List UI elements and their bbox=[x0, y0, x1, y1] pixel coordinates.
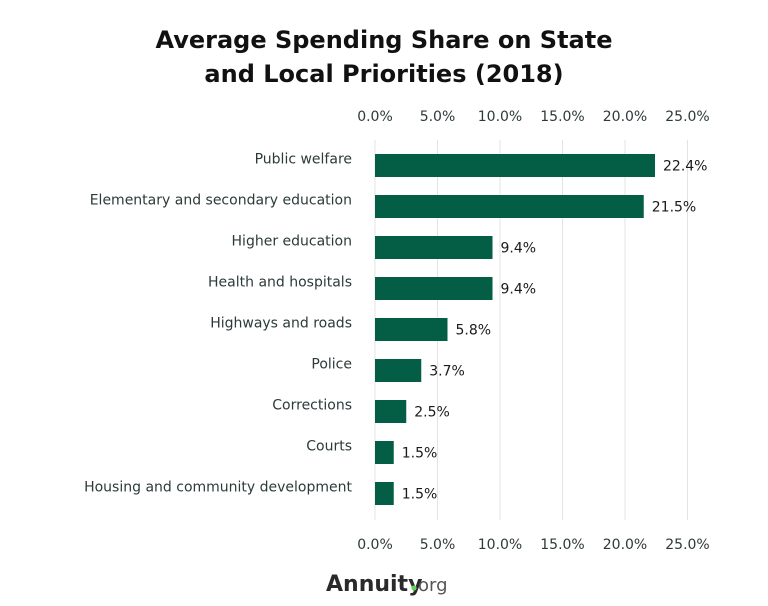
x-tick-label-bottom: 20.0% bbox=[603, 537, 647, 553]
data-label: 2.5% bbox=[414, 405, 450, 421]
chart-title-line-2: and Local Priorities (2018) bbox=[204, 60, 563, 88]
x-tick-label-top: 0.0% bbox=[357, 109, 393, 125]
x-tick-label-top: 25.0% bbox=[665, 109, 709, 125]
x-tick-label-bottom: 5.0% bbox=[420, 537, 456, 553]
category-label: Public welfare bbox=[255, 152, 352, 168]
x-tick-label-bottom: 15.0% bbox=[540, 537, 584, 553]
logo-suffix: org bbox=[418, 575, 448, 596]
annuity-logo: Annuity org bbox=[326, 572, 448, 597]
data-label: 21.5% bbox=[652, 200, 696, 216]
data-label: 1.5% bbox=[402, 487, 438, 503]
bar bbox=[375, 318, 448, 341]
chart-title-line-1: Average Spending Share on State bbox=[155, 26, 612, 54]
data-label: 5.8% bbox=[456, 323, 492, 339]
x-tick-label-bottom: 0.0% bbox=[357, 537, 393, 553]
bar bbox=[375, 482, 394, 505]
bar bbox=[375, 277, 493, 300]
x-tick-label-top: 20.0% bbox=[603, 109, 647, 125]
category-label: Highways and roads bbox=[210, 316, 352, 332]
x-tick-label-top: 15.0% bbox=[540, 109, 584, 125]
category-label: Housing and community development bbox=[84, 480, 352, 496]
data-label: 9.4% bbox=[501, 282, 537, 298]
bar bbox=[375, 359, 422, 382]
data-label: 1.5% bbox=[402, 446, 438, 462]
logo-main: Annuity bbox=[326, 572, 422, 597]
category-label: Health and hospitals bbox=[208, 275, 352, 291]
category-label: Elementary and secondary education bbox=[90, 193, 352, 209]
x-tick-label-bottom: 25.0% bbox=[665, 537, 709, 553]
x-tick-label-top: 5.0% bbox=[420, 109, 456, 125]
category-label: Corrections bbox=[272, 398, 352, 414]
data-label: 3.7% bbox=[429, 364, 465, 380]
logo-dot bbox=[411, 585, 417, 591]
category-label: Courts bbox=[306, 439, 352, 455]
x-tick-label-top: 10.0% bbox=[478, 109, 522, 125]
x-tick-label-bottom: 10.0% bbox=[478, 537, 522, 553]
bar bbox=[375, 236, 493, 259]
bar bbox=[375, 154, 655, 177]
bar bbox=[375, 441, 394, 464]
bar bbox=[375, 195, 644, 218]
category-label: Police bbox=[311, 357, 352, 373]
data-label: 9.4% bbox=[501, 241, 537, 257]
data-label: 22.4% bbox=[663, 159, 707, 175]
category-label: Higher education bbox=[232, 234, 352, 250]
bar bbox=[375, 400, 407, 423]
